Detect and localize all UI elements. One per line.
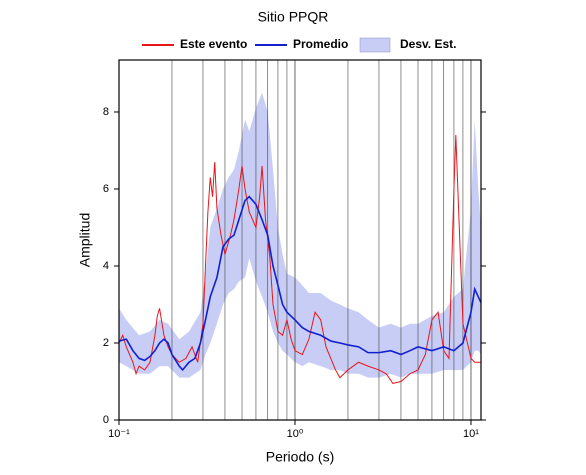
x-tick-label: 10⁰ <box>287 428 304 440</box>
series-line <box>119 135 481 384</box>
legend-label: Promedio <box>293 37 348 51</box>
lines <box>119 135 481 384</box>
chart-title: Sitio PPQR <box>258 9 329 25</box>
y-tick-label: 4 <box>103 260 109 272</box>
std-band <box>119 92 481 378</box>
legend-label: Este evento <box>180 37 247 51</box>
x-tick-label: 10⁻¹ <box>108 428 130 440</box>
y-tick-label: 8 <box>103 106 109 118</box>
x-axis-label: Periodo (s) <box>266 449 334 465</box>
plot-area <box>119 92 481 378</box>
y-tick-label: 6 <box>103 183 109 195</box>
series-line <box>119 195 481 372</box>
y-tick-label: 2 <box>103 337 109 349</box>
legend-swatch <box>359 37 391 53</box>
plot-frame <box>118 59 482 421</box>
x-tick-label: 10¹ <box>463 428 479 440</box>
y-axis-label: Amplitud <box>77 213 93 267</box>
legend-label: Desv. Est. <box>400 37 456 51</box>
y-tick-label: 0 <box>103 414 109 426</box>
